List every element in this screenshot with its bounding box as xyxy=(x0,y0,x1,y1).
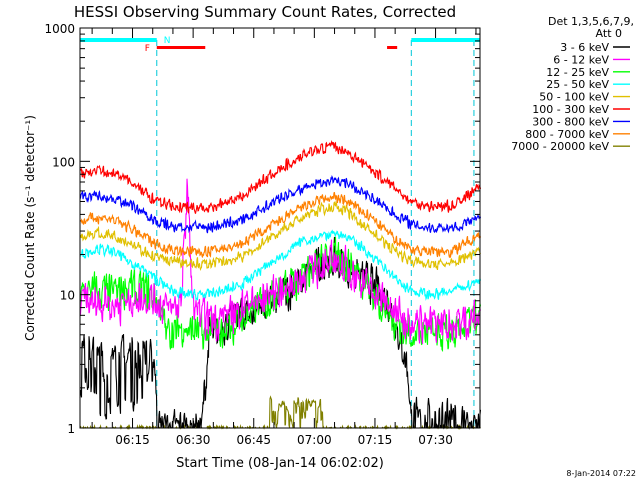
x-tick-label: 06:45 xyxy=(236,433,271,447)
legend-label: 100 - 300 keV xyxy=(532,103,609,116)
x-axis-label: Start Time (08-Jan-14 06:02:02) xyxy=(176,456,384,471)
y-tick-label: 1 xyxy=(67,422,75,436)
series-lines xyxy=(79,139,482,431)
state-bars: NF xyxy=(80,36,480,54)
date-stamp: 8-Jan-2014 07:22 xyxy=(566,469,636,478)
y-axis-label: Corrected Count Rate (s⁻¹ detector⁻¹) xyxy=(23,115,37,341)
legend-label: 300 - 800 keV xyxy=(532,115,609,128)
chart-title: HESSI Observing Summary Count Rates, Cor… xyxy=(74,3,456,21)
y-tick-label: 1000 xyxy=(44,22,75,36)
state-bar-red-0 xyxy=(156,46,206,49)
series-line-300-800-kev xyxy=(79,174,482,234)
legend-label: 50 - 100 keV xyxy=(539,91,609,104)
series-line-800-7000-kev xyxy=(79,191,482,258)
series-line-50-100-kev xyxy=(79,200,482,272)
legend-label: 3 - 6 keV xyxy=(560,41,609,54)
y-tick-label: 100 xyxy=(52,155,75,169)
series-line-25-50-kev xyxy=(79,229,482,301)
x-tick-label: 06:15 xyxy=(115,433,150,447)
legend-label: 7000 - 20000 keV xyxy=(511,140,609,153)
series-line-6-12-kev xyxy=(79,178,482,344)
legend-label: 12 - 25 keV xyxy=(546,66,609,79)
plot-frame xyxy=(79,27,481,429)
legend-label: 6 - 12 keV xyxy=(553,53,609,66)
state-bar-label-n: N xyxy=(164,36,171,46)
legend-label: 25 - 50 keV xyxy=(546,78,609,91)
axes: 1 10 100 1000 06:15 06:30 06:45 07:00 07:15 07:30 xyxy=(44,22,481,447)
x-tick-label: 07:30 xyxy=(418,433,453,447)
y-tick-label: 10 xyxy=(60,289,75,303)
x-tick-label: 07:00 xyxy=(297,433,332,447)
state-bar-cyan-1 xyxy=(411,38,480,42)
x-tick-label: 07:15 xyxy=(358,433,393,447)
legend-label: 800 - 7000 keV xyxy=(525,128,609,141)
state-bar-red-1 xyxy=(387,46,398,49)
state-bar-label-f: F xyxy=(145,44,150,54)
series-line-100-300-kev xyxy=(79,139,482,215)
legend-header-attenuator: Att 0 xyxy=(596,27,622,40)
x-tick-label: 06:30 xyxy=(176,433,211,447)
state-bar-cyan-0 xyxy=(80,38,157,42)
legend-header-detectors: Det 1,3,5,6,7,9, xyxy=(548,15,634,28)
vertical-markers xyxy=(156,40,475,428)
